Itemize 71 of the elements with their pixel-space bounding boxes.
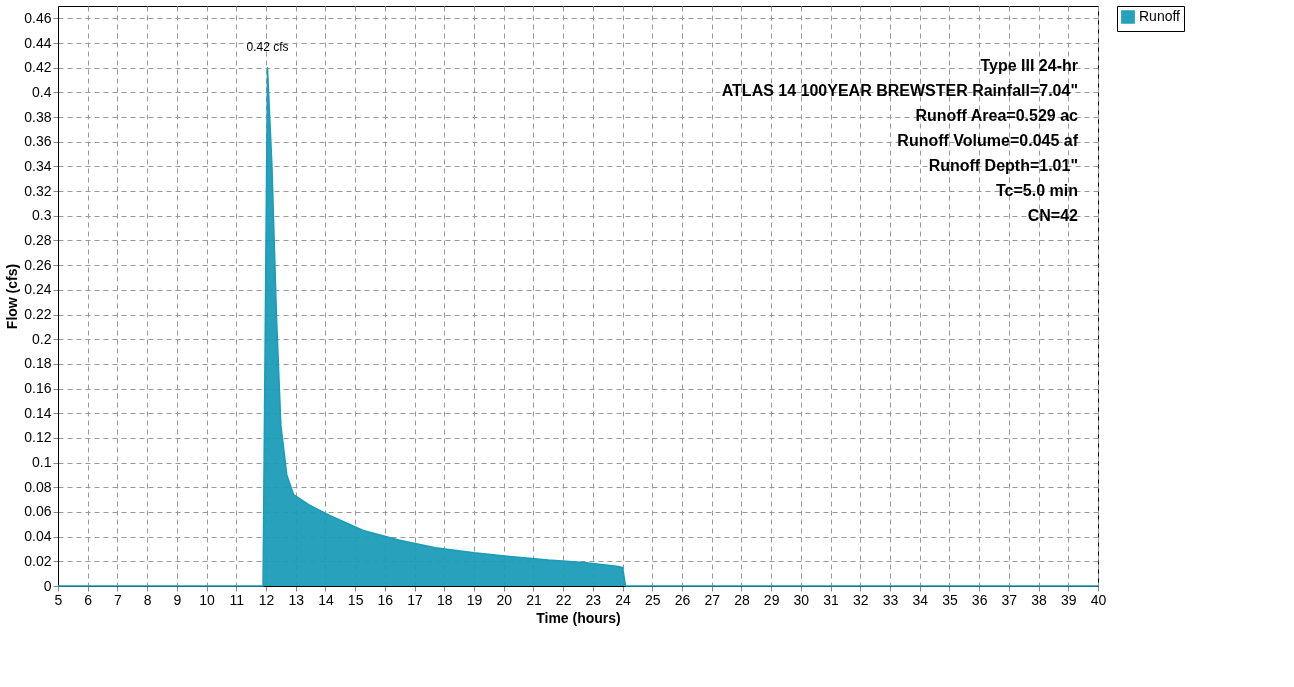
y-tick-label: 0.22 [24, 306, 52, 323]
x-tick-label: 40 [1090, 591, 1107, 608]
x-tick-label: 10 [199, 591, 216, 608]
x-tick-label: 37 [1001, 591, 1018, 608]
x-tick-label: 23 [585, 591, 602, 608]
x-tick-label: 35 [942, 591, 958, 608]
y-tick-label: 0.44 [24, 34, 52, 51]
y-tick-label: 0.42 [24, 59, 52, 76]
y-tick-label: 0.1 [32, 454, 52, 471]
x-tick-label: 36 [971, 591, 988, 608]
y-tick-label: 0.34 [24, 157, 52, 174]
y-tick-label: 0.38 [24, 108, 52, 125]
x-tick-label: 21 [526, 591, 542, 608]
x-tick-label: 11 [229, 591, 245, 608]
y-tick-label: 0.2 [32, 330, 52, 347]
y-tick-label: 0.18 [24, 355, 52, 372]
x-tick-label: 15 [347, 591, 364, 608]
y-tick-label: 0.24 [24, 281, 52, 298]
x-tick-label: 24 [615, 591, 632, 608]
y-tick-label: 0 [43, 577, 52, 594]
y-axis-title: Flow (cfs) [4, 263, 21, 330]
annotation: Tc=5.0 min [996, 182, 1078, 199]
x-tick-label: 14 [318, 591, 334, 608]
y-tick-label: 0.16 [24, 380, 52, 397]
y-tick-label: 0.02 [24, 552, 52, 569]
annotation: 0.42 cfs [246, 39, 289, 54]
x-tick-label: 20 [496, 591, 513, 608]
x-tick-label: 30 [793, 591, 810, 608]
y-tick-label: 0.08 [24, 478, 52, 495]
x-tick-label: 12 [258, 591, 275, 608]
x-tick-label: 34 [912, 591, 929, 608]
x-tick-label: 28 [734, 591, 750, 608]
x-tick-label: 33 [882, 591, 899, 608]
legend-label: Runoff [1139, 8, 1181, 24]
x-tick-label: 32 [853, 591, 869, 608]
x-tick-label: 16 [377, 591, 394, 608]
x-tick-label: 39 [1061, 591, 1077, 608]
y-tick-label: 0.12 [24, 429, 52, 446]
annotation: CN=42 [1027, 207, 1079, 224]
x-tick-label: 38 [1031, 591, 1048, 608]
x-tick-label: 19 [466, 591, 483, 608]
x-tick-label: 31 [823, 591, 840, 608]
x-tick-label: 27 [704, 591, 721, 608]
x-tick-label: 17 [407, 591, 424, 608]
x-tick-label: 9 [173, 591, 182, 608]
x-tick-label: 25 [645, 591, 661, 608]
y-tick-label: 0.04 [24, 528, 52, 545]
annotation: Runoff Volume=0.045 af [897, 132, 1079, 149]
y-tick-label: 0.3 [32, 207, 52, 224]
annotation: Runoff Depth=1.01" [928, 157, 1078, 174]
annotation: ATLAS 14 100YEAR BREWSTER Rainfall=7.04" [721, 82, 1078, 99]
x-tick-label: 6 [84, 591, 93, 608]
y-tick-label: 0.06 [24, 503, 52, 520]
x-tick-label: 18 [437, 591, 453, 608]
y-tick-label: 0.26 [24, 256, 52, 273]
y-tick-label: 0.32 [24, 182, 52, 199]
y-tick-label: 0.4 [32, 83, 52, 100]
y-tick-label: 0.36 [24, 133, 52, 150]
x-tick-label: 8 [143, 591, 152, 608]
annotation: Type III 24-hr [980, 57, 1078, 74]
x-tick-label: 29 [763, 591, 780, 608]
annotation: Runoff Area=0.529 ac [915, 107, 1079, 124]
x-tick-label: 13 [288, 591, 305, 608]
x-tick-label: 22 [555, 591, 572, 608]
y-tick-label: 0.28 [24, 231, 52, 248]
y-tick-label: 0.46 [24, 9, 52, 26]
x-tick-label: 7 [114, 591, 123, 608]
x-axis-title: Time (hours) [536, 609, 621, 626]
x-tick-label: 5 [54, 591, 63, 608]
x-tick-label: 26 [674, 591, 691, 608]
y-tick-label: 0.14 [24, 404, 52, 421]
